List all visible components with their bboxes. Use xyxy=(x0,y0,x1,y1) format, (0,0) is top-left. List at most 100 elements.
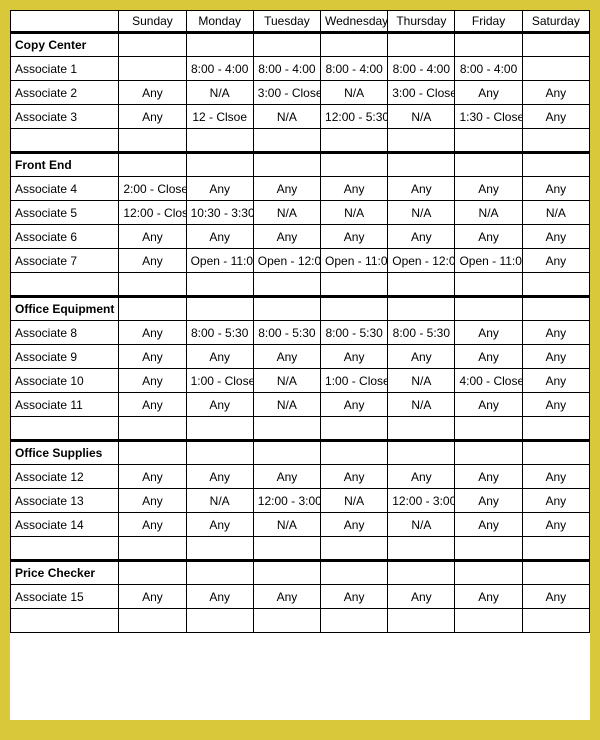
schedule-cell: 8:00 - 5:30 xyxy=(186,321,253,345)
schedule-cell: 12 - Clsoe xyxy=(186,105,253,129)
spacer-cell xyxy=(253,273,320,297)
schedule-cell: Any xyxy=(455,225,522,249)
schedule-cell: Any xyxy=(119,345,186,369)
row-label: Associate 2 xyxy=(11,81,119,105)
section-row: Office Equipment xyxy=(11,297,590,321)
schedule-cell: Any xyxy=(186,177,253,201)
spacer-cell xyxy=(186,537,253,561)
spacer-cell xyxy=(321,417,388,441)
schedule-cell: Any xyxy=(522,489,589,513)
header-cell-6: Friday xyxy=(455,11,522,33)
section-blank-3 xyxy=(253,33,320,57)
spacer-cell xyxy=(119,537,186,561)
schedule-cell: 8:00 - 4:00 xyxy=(253,57,320,81)
spacer-row xyxy=(11,537,590,561)
schedule-cell: 2:00 - Close xyxy=(119,177,186,201)
section-blank-7 xyxy=(522,297,589,321)
schedule-cell: N/A xyxy=(253,513,320,537)
section-title: Copy Center xyxy=(11,33,119,57)
section-blank-7 xyxy=(522,33,589,57)
spacer-cell xyxy=(388,537,455,561)
table-row: Associate 11AnyAnyN/AAnyN/AAnyAny xyxy=(11,393,590,417)
schedule-cell: Any xyxy=(388,465,455,489)
schedule-cell: Open - 11:00 xyxy=(455,249,522,273)
section-blank-1 xyxy=(119,153,186,177)
schedule-cell: N/A xyxy=(388,369,455,393)
spacer-cell xyxy=(321,129,388,153)
schedule-cell: Any xyxy=(522,249,589,273)
schedule-cell: 8:00 - 4:00 xyxy=(455,57,522,81)
schedule-cell: 12:00 - 3:00 xyxy=(388,489,455,513)
spacer-cell xyxy=(321,537,388,561)
schedule-cell: N/A xyxy=(522,201,589,225)
table-row: Associate 13AnyN/A12:00 - 3:00N/A12:00 -… xyxy=(11,489,590,513)
spacer-cell xyxy=(253,129,320,153)
section-blank-6 xyxy=(455,561,522,585)
schedule-cell: N/A xyxy=(388,393,455,417)
schedule-cell: Any xyxy=(455,393,522,417)
schedule-cell: Open - 12:00 xyxy=(253,249,320,273)
schedule-cell: Any xyxy=(119,585,186,609)
schedule-cell: Any xyxy=(186,393,253,417)
schedule-cell: N/A xyxy=(253,369,320,393)
schedule-cell: Any xyxy=(388,585,455,609)
spacer-cell xyxy=(119,417,186,441)
spacer-row xyxy=(11,273,590,297)
schedule-cell: Any xyxy=(119,465,186,489)
spacer-cell xyxy=(522,609,589,633)
schedule-cell: 3:00 - Close xyxy=(253,81,320,105)
row-label: Associate 15 xyxy=(11,585,119,609)
spacer-cell xyxy=(11,129,119,153)
table-row: Associate 14AnyAnyN/AAnyN/AAnyAny xyxy=(11,513,590,537)
schedule-cell: 4:00 - Close xyxy=(455,369,522,393)
spacer-cell xyxy=(455,273,522,297)
schedule-cell: Any xyxy=(321,225,388,249)
row-label: Associate 12 xyxy=(11,465,119,489)
table-row: Associate 42:00 - CloseAnyAnyAnyAnyAnyAn… xyxy=(11,177,590,201)
schedule-cell: Any xyxy=(321,513,388,537)
schedule-cell: Any xyxy=(186,465,253,489)
section-title: Front End xyxy=(11,153,119,177)
section-blank-6 xyxy=(455,297,522,321)
schedule-cell: 12:00 - 3:00 xyxy=(253,489,320,513)
schedule-cell: 8:00 - 5:30 xyxy=(253,321,320,345)
section-blank-5 xyxy=(388,33,455,57)
row-label: Associate 8 xyxy=(11,321,119,345)
spacer-cell xyxy=(119,129,186,153)
schedule-cell: Any xyxy=(186,585,253,609)
schedule-cell: N/A xyxy=(388,105,455,129)
schedule-cell: N/A xyxy=(253,393,320,417)
header-cell-3: Tuesday xyxy=(253,11,320,33)
section-blank-6 xyxy=(455,153,522,177)
header-row: SundayMondayTuesdayWednesdayThursdayFrid… xyxy=(11,11,590,33)
section-row: Copy Center xyxy=(11,33,590,57)
schedule-table: SundayMondayTuesdayWednesdayThursdayFrid… xyxy=(10,10,590,633)
section-blank-1 xyxy=(119,561,186,585)
schedule-cell: 8:00 - 4:00 xyxy=(388,57,455,81)
section-blank-4 xyxy=(321,33,388,57)
spacer-cell xyxy=(455,129,522,153)
schedule-cell: 8:00 - 4:00 xyxy=(321,57,388,81)
table-row: Associate 18:00 - 4:008:00 - 4:008:00 - … xyxy=(11,57,590,81)
schedule-cell: 1:00 - Close xyxy=(186,369,253,393)
spacer-cell xyxy=(186,609,253,633)
header-cell-7: Saturday xyxy=(522,11,589,33)
header-cell-4: Wednesday xyxy=(321,11,388,33)
schedule-cell: Any xyxy=(119,105,186,129)
section-blank-3 xyxy=(253,153,320,177)
schedule-cell: Any xyxy=(455,345,522,369)
schedule-cell xyxy=(522,57,589,81)
spacer-cell xyxy=(388,417,455,441)
section-blank-1 xyxy=(119,297,186,321)
schedule-cell: Any xyxy=(522,513,589,537)
schedule-cell: Any xyxy=(253,177,320,201)
table-row: Associate 7AnyOpen - 11:00Open - 12:00Op… xyxy=(11,249,590,273)
spacer-cell xyxy=(186,129,253,153)
spacer-cell xyxy=(253,609,320,633)
section-blank-4 xyxy=(321,441,388,465)
schedule-cell xyxy=(119,57,186,81)
section-title: Price Checker xyxy=(11,561,119,585)
row-label: Associate 13 xyxy=(11,489,119,513)
spacer-cell xyxy=(522,417,589,441)
row-label: Associate 3 xyxy=(11,105,119,129)
